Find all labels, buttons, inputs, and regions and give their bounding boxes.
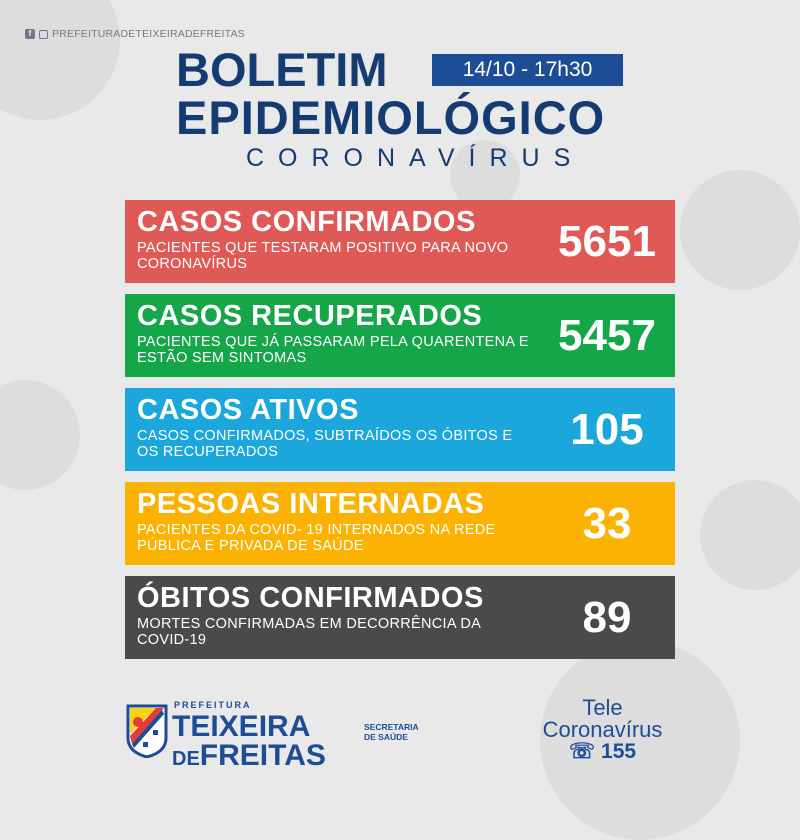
city-name-line1: TEIXEIRA <box>172 710 311 743</box>
stat-title: CASOS ATIVOS <box>137 394 359 426</box>
stat-value: 5651 <box>558 217 656 266</box>
phone-value: 155 <box>601 740 637 763</box>
phone-number: ☏ 155 <box>520 741 685 763</box>
phone-icon: ☏ <box>568 740 596 763</box>
tele-coronavirus: Tele Coronavírus ☏ 155 <box>520 697 685 763</box>
tele-line1: Tele <box>582 695 623 720</box>
stat-value: 33 <box>582 499 632 548</box>
stat-description: MORTES CONFIRMADAS EM DECORRÊNCIA DA COV… <box>137 616 481 648</box>
facebook-icon: f <box>25 29 35 39</box>
secretaria-line2: DE SAÚDE <box>364 732 408 742</box>
stat-card: CASOS ATIVOS CASOS CONFIRMADOS, SUBTRAÍDO… <box>125 388 675 471</box>
virus-decoration <box>680 170 800 290</box>
stat-description: PACIENTES QUE TESTARAM POSITIVO PARA NOV… <box>137 240 509 272</box>
subtitle-coronavirus: CORONAVÍRUS <box>246 144 585 172</box>
stat-title: CASOS CONFIRMADOS <box>137 206 476 238</box>
virus-decoration <box>450 140 520 210</box>
tele-line2: Coronavírus <box>542 717 663 742</box>
secretaria-line1: SECRETARIA <box>364 722 419 732</box>
secretaria-label: SECRETARIA DE SAÚDE <box>364 722 419 742</box>
city-de: DE <box>172 748 200 770</box>
stat-card: ÓBITOS CONFIRMADOS MORTES CONFIRMADAS EM … <box>125 576 675 659</box>
title-epidemiologico: EPIDEMIOLÓGICO <box>176 91 606 144</box>
city-crest-logo <box>126 704 168 758</box>
virus-decoration <box>700 480 800 590</box>
title-boletim: BOLETIM <box>176 43 388 96</box>
stat-title: PESSOAS INTERNADAS <box>137 488 485 520</box>
stat-card: CASOS CONFIRMADOS PACIENTES QUE TESTARAM … <box>125 200 675 283</box>
stat-description: PACIENTES DA COVID- 19 INTERNADOS NA RED… <box>137 522 496 554</box>
virus-decoration <box>0 0 120 120</box>
stat-value: 89 <box>582 593 632 642</box>
stat-description: CASOS CONFIRMADOS, SUBTRAÍDOS OS ÓBITOS … <box>137 428 513 460</box>
stat-title: CASOS RECUPERADOS <box>137 300 483 332</box>
stat-title: ÓBITOS CONFIRMADOS <box>137 582 484 614</box>
social-handle: f PREFEITURADETEIXEIRADEFREITAS <box>25 28 245 40</box>
instagram-icon <box>39 29 48 39</box>
social-handle-text: PREFEITURADETEIXEIRADEFREITAS <box>52 28 245 40</box>
city-name-line2: DEFREITAS <box>172 741 326 771</box>
stat-card: CASOS RECUPERADOS PACIENTES QUE JÁ PASSAR… <box>125 294 675 377</box>
stat-value: 5457 <box>558 311 656 360</box>
stat-description: PACIENTES QUE JÁ PASSARAM PELA QUARENTEN… <box>137 334 529 366</box>
date-badge: 14/10 - 17h30 <box>432 54 623 86</box>
city-freitas: FREITAS <box>199 739 326 772</box>
stat-card: PESSOAS INTERNADAS PACIENTES DA COVID- 19… <box>125 482 675 565</box>
stat-value: 105 <box>570 405 644 454</box>
prefeitura-label: PREFEITURA <box>174 700 252 710</box>
virus-decoration <box>0 380 80 490</box>
